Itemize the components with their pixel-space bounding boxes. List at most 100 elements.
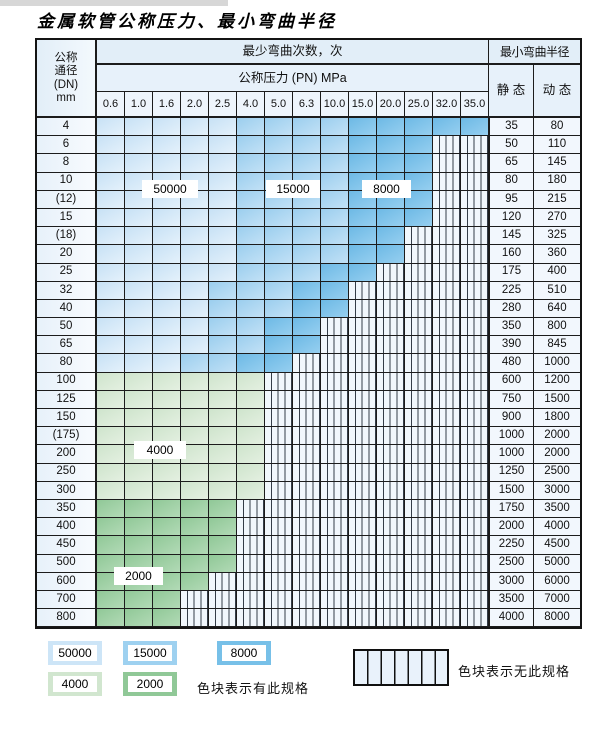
- spec-cell-b2: [209, 318, 237, 337]
- legend-has-spec-text: 色块表示有此规格: [197, 681, 310, 696]
- dn-cell: 800: [37, 609, 97, 628]
- legend-swatch-label: 15000: [128, 645, 172, 661]
- spec-cell-b1: [125, 318, 153, 337]
- spec-cell-g2: [181, 536, 209, 555]
- spec-cell-b2: [209, 299, 237, 319]
- no-spec-cell: [405, 390, 433, 409]
- no-spec-cell: [461, 554, 489, 573]
- no-spec-cell: [237, 609, 265, 628]
- legend-no-spec-swatch: [353, 649, 449, 686]
- dn-header-line: mm: [56, 92, 76, 104]
- no-spec-cell: [461, 245, 489, 264]
- no-spec-cell: [461, 609, 489, 628]
- no-spec-cell: [377, 427, 405, 446]
- spec-cell-b2: [321, 227, 349, 246]
- spec-cell-b2: [237, 336, 265, 355]
- spec-cell-g1: [97, 445, 125, 464]
- spec-cell-g1: [237, 427, 265, 446]
- no-spec-cell: [433, 499, 461, 519]
- no-spec-cell: [237, 536, 265, 555]
- no-spec-cell: [377, 499, 405, 519]
- no-spec-cell: [377, 299, 405, 319]
- static-radius-value: 1500: [489, 481, 534, 500]
- spec-cell-b1: [97, 190, 125, 209]
- no-spec-cell: [293, 463, 321, 482]
- spec-cell-b2: [293, 227, 321, 246]
- no-spec-cell: [461, 336, 489, 355]
- no-spec-cell: [433, 136, 461, 155]
- spec-cell-g1: [237, 409, 265, 428]
- spec-cell-g2: [209, 518, 237, 537]
- no-spec-cell: [433, 190, 461, 209]
- spec-cell-g1: [237, 463, 265, 482]
- spec-cell-b3: [237, 354, 265, 373]
- no-spec-cell: [405, 354, 433, 373]
- spec-cell-b2: [237, 318, 265, 337]
- no-spec-cell: [377, 481, 405, 500]
- no-spec-cell: [349, 518, 377, 537]
- spec-cell-b1: [125, 281, 153, 300]
- spec-cell-b1: [181, 227, 209, 246]
- no-spec-cell: [293, 518, 321, 537]
- no-spec-cell: [405, 318, 433, 337]
- no-spec-cell: [181, 609, 209, 628]
- spec-cell-b1: [181, 154, 209, 173]
- spec-cell-g1: [209, 463, 237, 482]
- no-spec-cell: [461, 172, 489, 191]
- spec-cell-b2: [321, 172, 349, 191]
- static-radius-value: 600: [489, 372, 534, 391]
- spec-cell-b1: [181, 263, 209, 282]
- dn-cell: 40: [37, 299, 97, 319]
- spec-cell-b1: [97, 136, 125, 155]
- legend-swatch: 15000: [123, 641, 177, 665]
- bend-cycles-header: 最少弯曲次数，次: [97, 40, 489, 65]
- no-spec-cell: [349, 590, 377, 610]
- dynamic-radius-value: 2500: [534, 463, 580, 482]
- spec-cell-b1: [125, 154, 153, 173]
- dn-cell: 125: [37, 390, 97, 409]
- dynamic-radius-value: 2000: [534, 427, 580, 446]
- no-spec-cell: [265, 481, 293, 500]
- spec-cell-b3: [321, 281, 349, 300]
- no-spec-cell: [265, 427, 293, 446]
- dn-cell: 15: [37, 208, 97, 228]
- spec-cell-b2: [209, 281, 237, 300]
- spec-cell-b2: [237, 281, 265, 300]
- spec-cell-b1: [181, 136, 209, 155]
- dynamic-radius-value: 3000: [534, 481, 580, 500]
- dn-cell: (175): [37, 427, 97, 446]
- legend-swatch: 2000: [123, 672, 177, 696]
- scan-artifact-strip: [0, 0, 228, 6]
- no-spec-cell: [377, 609, 405, 628]
- spec-cell-g2: [209, 554, 237, 573]
- spec-cell-b2: [237, 227, 265, 246]
- no-spec-cell: [265, 445, 293, 464]
- static-radius-value: 900: [489, 409, 534, 428]
- static-radius-value: 4000: [489, 609, 534, 628]
- no-spec-cell: [433, 318, 461, 337]
- pressure-col-header: 4.0: [237, 92, 265, 118]
- no-spec-cell: [237, 499, 265, 519]
- no-spec-cell: [349, 536, 377, 555]
- dynamic-radius-value: 80: [534, 118, 580, 137]
- dn-cell: 700: [37, 590, 97, 610]
- spec-cell-b2: [293, 208, 321, 228]
- no-spec-cell: [265, 390, 293, 409]
- spec-cell-g2: [125, 518, 153, 537]
- no-spec-cell: [349, 409, 377, 428]
- no-spec-cell: [461, 299, 489, 319]
- no-spec-cell: [293, 481, 321, 500]
- dn-cell: 100: [37, 372, 97, 391]
- no-spec-cell: [433, 172, 461, 191]
- spec-cell-g2: [97, 536, 125, 555]
- spec-cell-b1: [209, 154, 237, 173]
- no-spec-cell: [349, 299, 377, 319]
- no-spec-cell: [461, 154, 489, 173]
- spec-cell-g2: [153, 536, 181, 555]
- dn-cell: 25: [37, 263, 97, 282]
- spec-cell-b2: [321, 245, 349, 264]
- spec-cell-b2: [265, 118, 293, 137]
- spec-cell-b2: [237, 118, 265, 137]
- no-spec-cell: [265, 590, 293, 610]
- no-spec-cell: [265, 409, 293, 428]
